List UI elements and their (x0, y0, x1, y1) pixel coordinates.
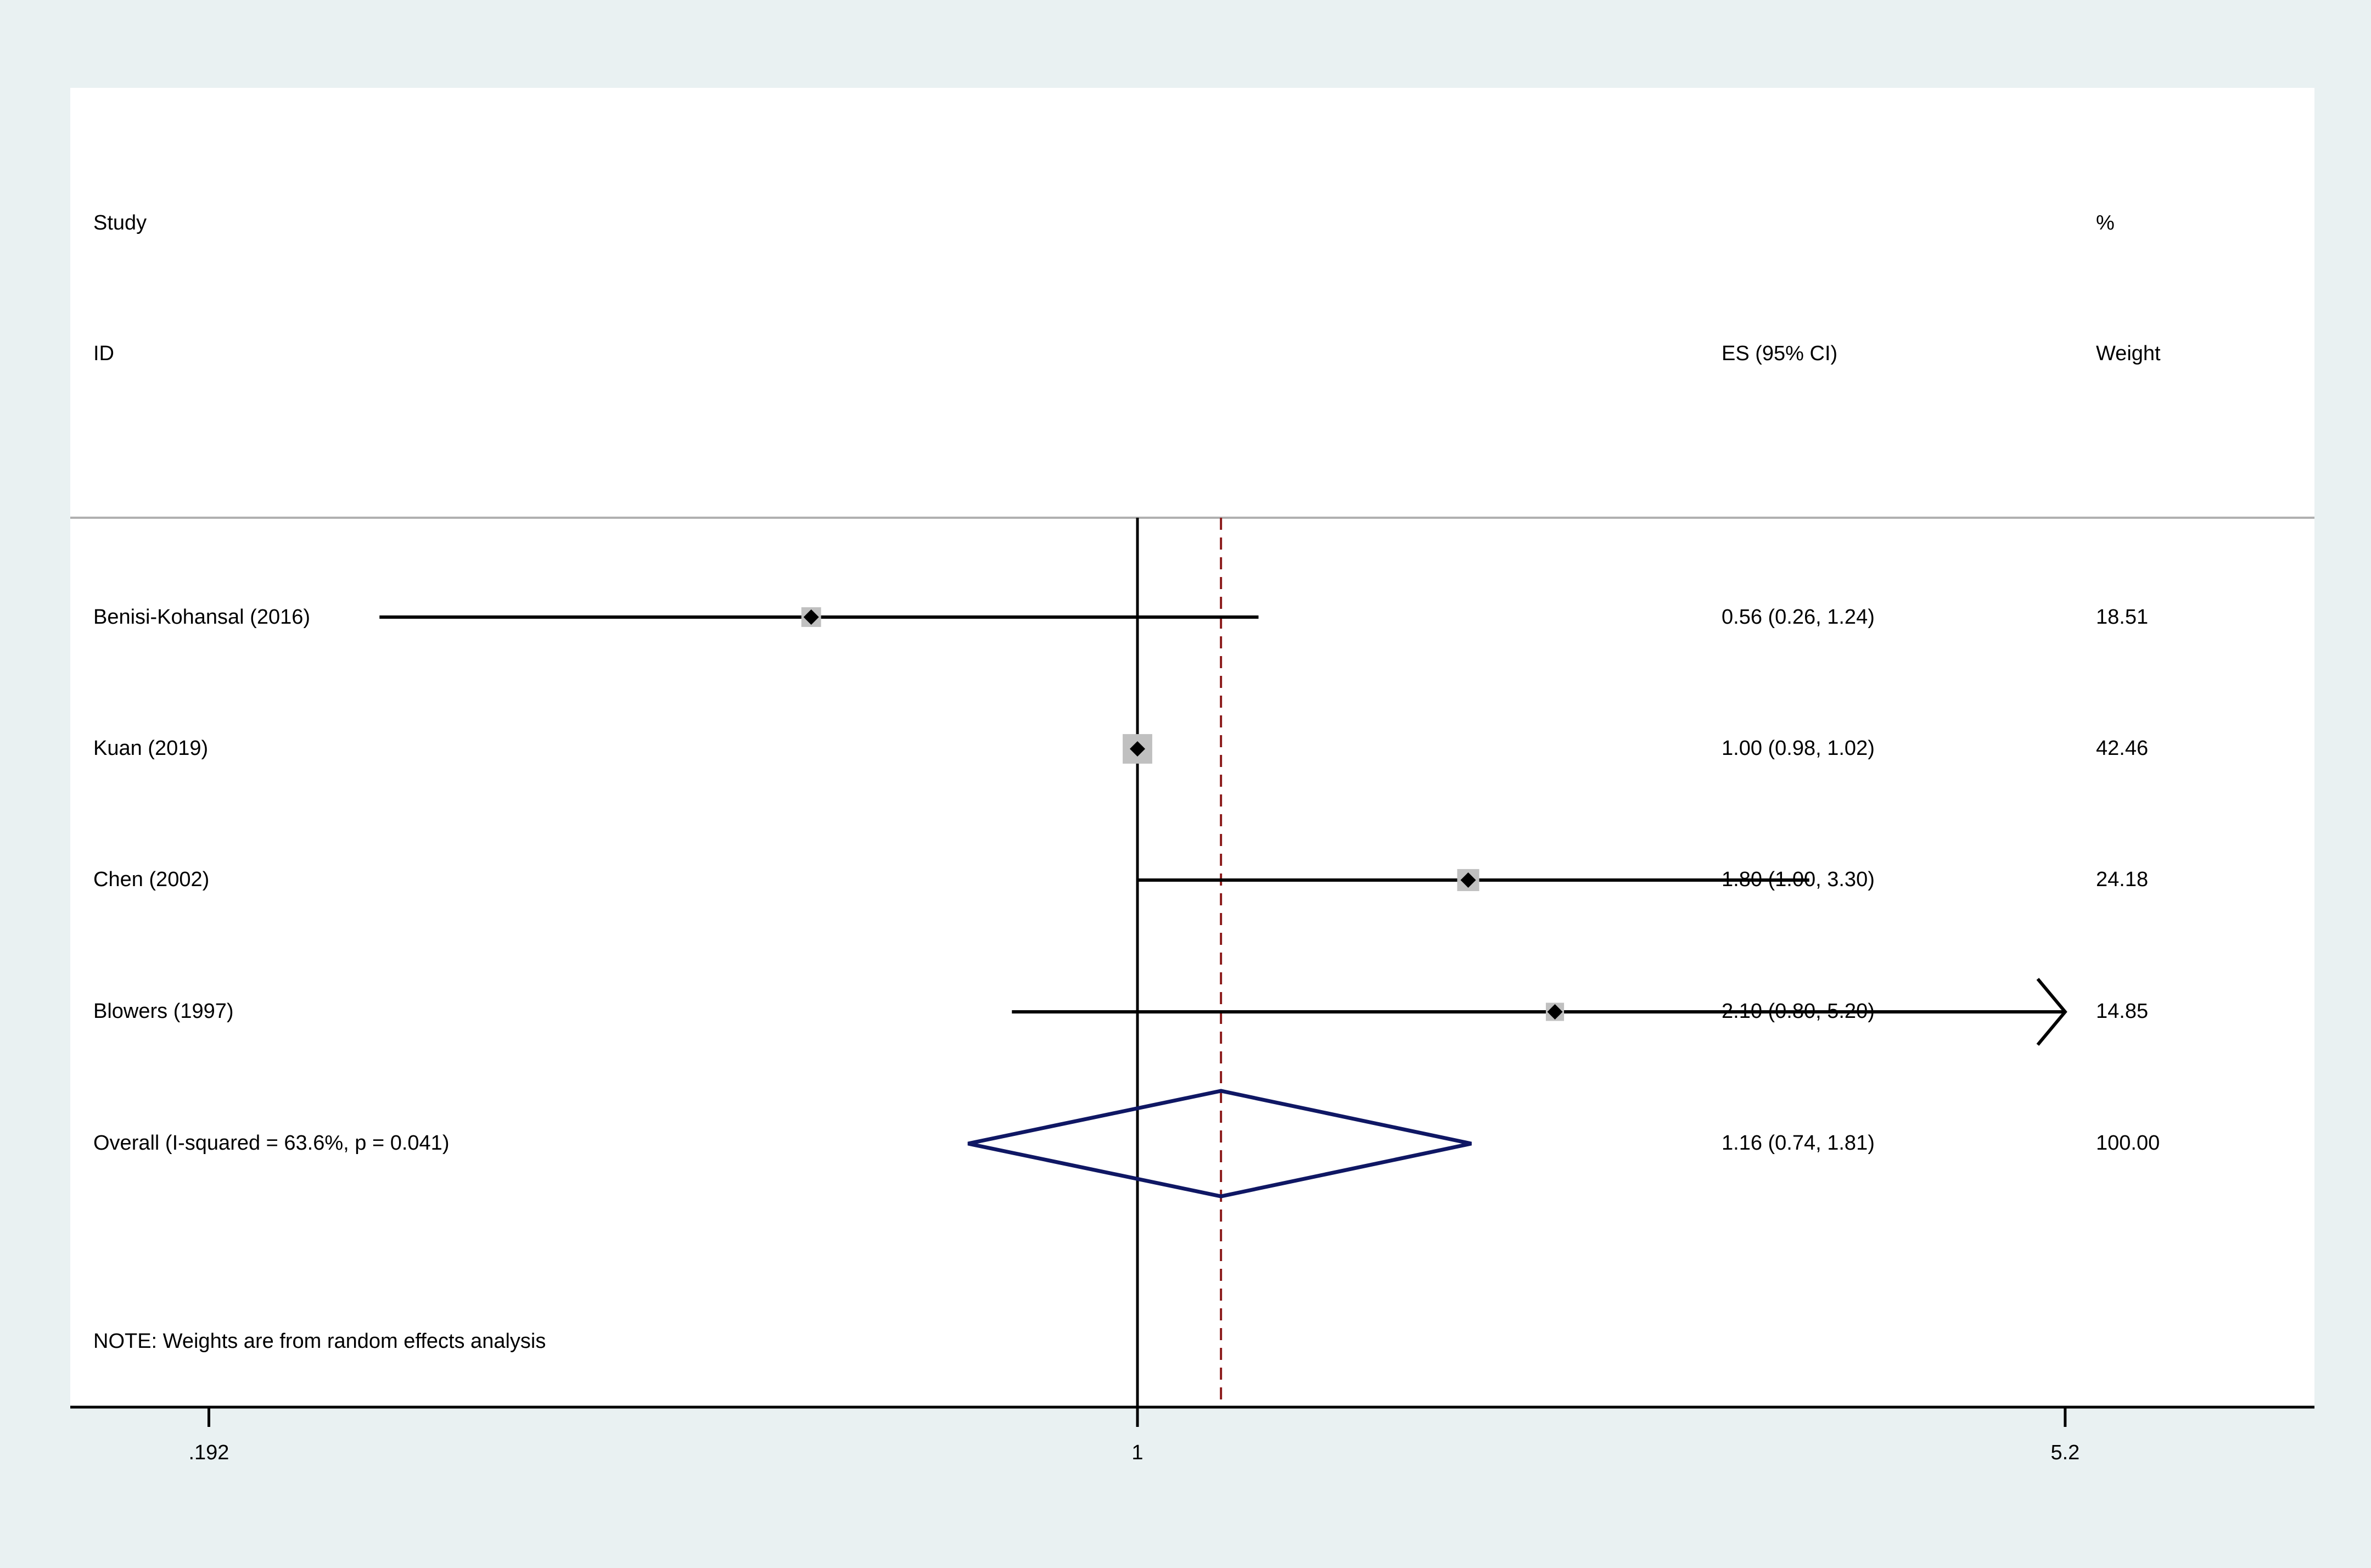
study-row: Benisi-Kohansal (2016) 0.56 (0.26, 1.24)… (93, 606, 2148, 629)
study-label: Chen (2002) (93, 868, 209, 891)
note-text: NOTE: Weights are from random effects an… (93, 1330, 546, 1353)
overall-diamond (967, 1089, 1472, 1199)
point-estimate (803, 609, 819, 625)
header-percent: % (2096, 211, 2115, 234)
study-row: Kuan (2019) 1.00 (0.98, 1.02) 42.46 (93, 737, 2148, 760)
point-estimate (1130, 741, 1145, 757)
study-es-text: 0.56 (0.26, 1.24) (1722, 606, 1875, 629)
study-label: Kuan (2019) (93, 737, 208, 760)
study-row: Chen (2002) 1.80 (1.00, 3.30) 24.18 (93, 868, 2148, 891)
study-label: Benisi-Kohansal (2016) (93, 606, 310, 629)
study-label: Blowers (1997) (93, 1000, 234, 1023)
header-study: Study (93, 211, 147, 234)
plot-background (70, 88, 2314, 1405)
x-tick-label: 1 (1131, 1441, 1143, 1464)
point-estimate (1547, 1004, 1563, 1020)
x-tick-label: 5.2 (2050, 1441, 2079, 1464)
header-es: ES (95% CI) (1722, 342, 1837, 365)
overall-row: Overall (I-squared = 63.6%, p = 0.041) 1… (93, 1132, 2160, 1155)
study-weight-text: 24.18 (2096, 868, 2148, 891)
point-estimate (1460, 872, 1476, 888)
overall-label: Overall (I-squared = 63.6%, p = 0.041) (93, 1132, 449, 1155)
header-weight: Weight (2096, 342, 2161, 365)
study-weight-text: 14.85 (2096, 1000, 2148, 1023)
study-weight-text: 42.46 (2096, 737, 2148, 760)
overall-weight-text: 100.00 (2096, 1132, 2160, 1155)
header-id: ID (93, 342, 114, 365)
overall-es-text: 1.16 (0.74, 1.81) (1722, 1132, 1875, 1155)
ci-arrow (2036, 978, 2067, 1046)
study-es-text: 1.00 (0.98, 1.02) (1722, 737, 1875, 760)
x-tick-label: .192 (188, 1441, 229, 1464)
study-weight-text: 18.51 (2096, 606, 2148, 629)
